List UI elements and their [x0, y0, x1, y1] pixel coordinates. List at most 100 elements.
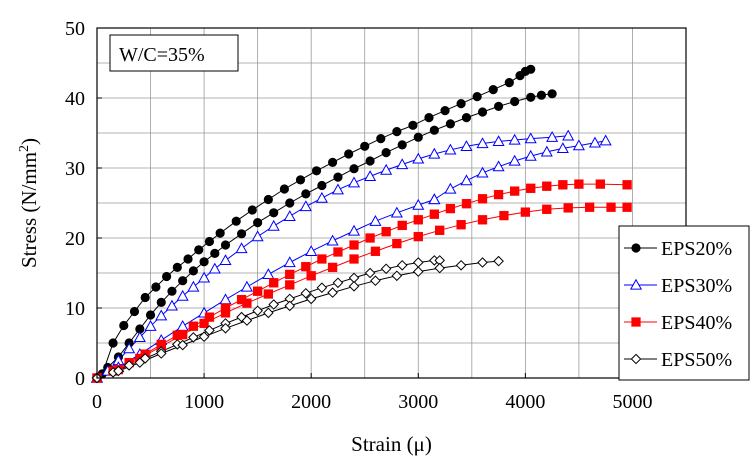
data-point-eps50: [370, 275, 381, 287]
data-point-eps40: [584, 202, 595, 212]
annotation-box: [109, 34, 239, 72]
y-tick-label: 50: [65, 18, 85, 40]
data-point-eps50: [263, 307, 274, 319]
data-point-eps30: [123, 342, 136, 354]
data-point-eps40: [526, 183, 536, 193]
data-point-eps20: [408, 120, 418, 130]
data-point-eps50: [268, 299, 280, 310]
legend: EPS20% EPS30% EPS40% EPS50%: [618, 225, 750, 381]
data-point-eps20: [301, 189, 311, 199]
data-point-eps40: [542, 204, 552, 214]
data-point-eps50: [316, 282, 328, 294]
data-point-eps20: [210, 248, 220, 258]
x-tick-label: 0: [92, 391, 102, 413]
data-point-eps30: [283, 210, 296, 221]
data-point-eps30: [396, 158, 409, 170]
data-point-eps50: [493, 255, 504, 267]
data-point-eps20: [129, 306, 140, 317]
data-point-eps30: [283, 256, 296, 268]
data-point-eps40: [301, 262, 311, 272]
data-point-eps40: [365, 233, 375, 243]
data-point-eps40: [327, 262, 338, 273]
data-point-eps40: [252, 286, 263, 296]
data-point-eps30: [315, 191, 328, 203]
series-line-eps30: [96, 135, 569, 379]
data-point-eps40: [413, 231, 423, 242]
annotation-text: W/C=35%: [119, 44, 205, 66]
data-point-eps20: [183, 254, 193, 264]
data-point-eps20: [440, 106, 450, 116]
legend-label-eps20: EPS20%: [661, 238, 732, 260]
data-point-eps50: [236, 311, 247, 323]
data-point-eps30: [331, 183, 345, 195]
data-point-eps50: [204, 325, 215, 336]
data-point-eps30: [588, 136, 602, 148]
data-point-eps30: [326, 234, 339, 246]
data-point-eps20: [376, 134, 386, 144]
data-point-eps20: [333, 172, 343, 182]
data-point-eps30: [219, 293, 232, 305]
data-point-eps50: [396, 259, 408, 271]
data-point-eps20: [504, 78, 514, 88]
data-point-eps50: [134, 357, 146, 368]
plot-frame: [96, 27, 687, 379]
data-point-eps50: [327, 287, 338, 298]
data-point-eps30: [369, 214, 382, 226]
data-point-eps50: [412, 257, 424, 268]
data-point-eps20: [263, 194, 273, 205]
legend-label-eps30: EPS30%: [661, 275, 732, 297]
data-point-eps30: [347, 176, 361, 188]
data-point-eps30: [133, 331, 146, 343]
data-point-eps40: [456, 220, 466, 230]
data-point-eps40: [370, 246, 381, 256]
data-point-eps50: [477, 257, 488, 268]
data-point-eps30: [476, 137, 489, 149]
data-point-eps20: [344, 149, 354, 159]
data-point-eps20: [536, 90, 547, 100]
data-point-eps30: [460, 174, 473, 186]
data-point-eps30: [540, 145, 553, 157]
data-point-eps50: [455, 259, 467, 271]
legend-marker-eps30: [629, 278, 643, 290]
data-point-eps20: [392, 127, 402, 137]
data-point-eps30: [187, 280, 200, 292]
data-point-eps40: [499, 210, 509, 221]
y-axis-title: Stress (N/mm2): [17, 138, 41, 268]
legend-label-eps50: EPS50%: [661, 349, 732, 371]
legend-marker-eps20: [631, 243, 641, 253]
y-tick-label: 40: [65, 88, 85, 110]
data-point-eps20: [349, 164, 359, 174]
y-tick-label: 30: [65, 158, 85, 180]
data-point-eps40: [606, 202, 616, 212]
data-point-eps20: [269, 208, 279, 218]
data-point-eps50: [155, 348, 167, 359]
data-point-eps20: [295, 175, 306, 185]
data-point-eps30: [198, 271, 211, 283]
data-point-eps40: [381, 227, 391, 237]
data-point-eps20: [140, 292, 150, 303]
data-point-eps30: [444, 143, 457, 155]
data-point-eps30: [251, 230, 264, 242]
data-point-eps40: [563, 203, 573, 213]
data-point-eps30: [428, 147, 441, 159]
data-point-eps20: [327, 157, 338, 167]
data-point-eps40: [558, 180, 568, 190]
data-point-eps40: [542, 181, 552, 191]
x-axis-title: Strain (μ): [351, 432, 432, 456]
data-point-eps20: [220, 240, 231, 250]
data-point-eps30: [492, 160, 505, 172]
data-point-eps20: [145, 310, 156, 320]
legend-marker-eps50: [630, 353, 642, 365]
legend-label-eps40: EPS40%: [661, 312, 732, 334]
data-point-eps30: [546, 130, 559, 142]
data-point-eps40: [397, 220, 407, 231]
data-point-eps40: [445, 203, 456, 214]
data-point-eps40: [520, 207, 531, 217]
data-point-eps50: [434, 262, 445, 274]
data-point-eps40: [622, 180, 632, 190]
data-point-eps40: [333, 247, 343, 257]
data-point-eps40: [392, 238, 402, 249]
data-point-eps50: [300, 287, 312, 299]
data-point-eps30: [460, 140, 473, 151]
